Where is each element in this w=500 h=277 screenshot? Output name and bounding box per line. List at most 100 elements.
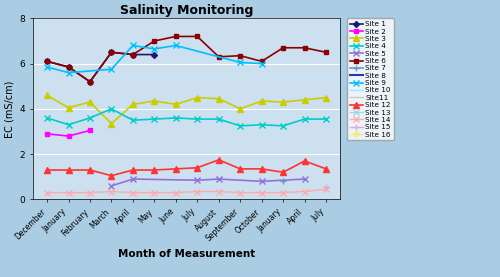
Site 12: [216, 158, 222, 161]
Site 9: [108, 68, 114, 71]
Site 5: [108, 184, 114, 188]
Site 14: [280, 191, 286, 194]
Site 4: [130, 119, 136, 122]
Site 6: [258, 60, 264, 63]
Site 4: [152, 117, 158, 121]
Site 1: [130, 53, 136, 56]
Site 6: [323, 51, 329, 54]
Site 6: [87, 80, 93, 83]
Site 4: [280, 124, 286, 127]
Site 9: [237, 61, 243, 64]
Line: Site 3: Site 3: [44, 93, 329, 126]
Site 2: [66, 134, 71, 138]
Site 4: [44, 116, 50, 120]
Title: Salinity Monitoring: Salinity Monitoring: [120, 4, 253, 17]
Site 6: [44, 60, 50, 63]
Site 5: [302, 177, 308, 181]
Site 3: [66, 106, 71, 109]
Site 2: [87, 129, 93, 132]
Site 12: [323, 167, 329, 171]
Site 6: [130, 53, 136, 56]
Site 12: [237, 167, 243, 171]
Site 14: [66, 191, 71, 194]
Site 14: [108, 190, 114, 193]
Site 6: [108, 51, 114, 54]
Site 3: [302, 98, 308, 101]
Site 1: [44, 60, 50, 63]
Site 14: [173, 191, 179, 194]
Site 12: [66, 168, 71, 172]
Line: Site 1: Site 1: [45, 50, 156, 84]
Site 14: [152, 191, 158, 194]
Site 3: [280, 101, 286, 104]
Site 9: [152, 47, 158, 51]
Legend: Site 1, Site 2, Site 3, Site 4, Site 5, Site 6, Site 7, Site 8, Site 9, Site 10,: Site 1, Site 2, Site 3, Site 4, Site 5, …: [346, 18, 394, 140]
Site 14: [194, 190, 200, 193]
Site 12: [302, 159, 308, 163]
Site 12: [108, 174, 114, 177]
X-axis label: Month of Measurement: Month of Measurement: [118, 249, 255, 259]
Site 9: [258, 62, 264, 65]
Site 6: [152, 39, 158, 43]
Site 3: [152, 99, 158, 102]
Site 1: [66, 65, 71, 69]
Line: Site 14: Site 14: [44, 186, 329, 196]
Site 14: [323, 188, 329, 191]
Site 3: [130, 103, 136, 106]
Site 3: [108, 122, 114, 125]
Site 6: [66, 65, 71, 69]
Site 3: [216, 97, 222, 100]
Site 14: [216, 190, 222, 193]
Site 1: [152, 53, 158, 56]
Site 1: [87, 80, 93, 83]
Line: Site 2: Site 2: [45, 128, 92, 138]
Site 3: [87, 101, 93, 104]
Site 4: [258, 123, 264, 126]
Site 12: [130, 168, 136, 172]
Site 3: [237, 107, 243, 111]
Site 4: [302, 117, 308, 121]
Site 6: [173, 35, 179, 38]
Site 14: [44, 191, 50, 194]
Site 12: [258, 167, 264, 171]
Site 9: [173, 44, 179, 47]
Site 5: [216, 177, 222, 181]
Site 5: [130, 177, 136, 181]
Site 6: [237, 54, 243, 57]
Line: Site 12: Site 12: [44, 157, 329, 178]
Site 9: [44, 65, 50, 69]
Site 12: [173, 167, 179, 171]
Site 12: [152, 168, 158, 172]
Site 12: [87, 168, 93, 172]
Line: Site 6: Site 6: [45, 34, 328, 84]
Site 14: [258, 191, 264, 194]
Site 6: [216, 55, 222, 58]
Site 6: [302, 46, 308, 49]
Site 2: [44, 132, 50, 135]
Site 3: [173, 103, 179, 106]
Site 12: [194, 166, 200, 170]
Site 3: [44, 94, 50, 97]
Site 14: [302, 190, 308, 193]
Site 4: [108, 107, 114, 111]
Site 4: [173, 116, 179, 120]
Line: Site 9: Site 9: [44, 42, 265, 76]
Site 14: [87, 191, 93, 194]
Site 14: [130, 191, 136, 194]
Site 3: [194, 96, 200, 99]
Site 9: [130, 44, 136, 47]
Site 5: [258, 180, 264, 183]
Y-axis label: EC (mS/cm): EC (mS/cm): [4, 80, 14, 138]
Site 14: [237, 191, 243, 194]
Site 3: [258, 99, 264, 102]
Site 4: [87, 116, 93, 120]
Site 5: [194, 179, 200, 182]
Site 1: [108, 51, 114, 54]
Site 3: [323, 96, 329, 99]
Site 6: [280, 46, 286, 49]
Line: Site 4: Site 4: [44, 106, 329, 129]
Site 6: [194, 35, 200, 38]
Site 12: [280, 171, 286, 174]
Line: Site 5: Site 5: [108, 176, 308, 189]
Site 4: [216, 117, 222, 121]
